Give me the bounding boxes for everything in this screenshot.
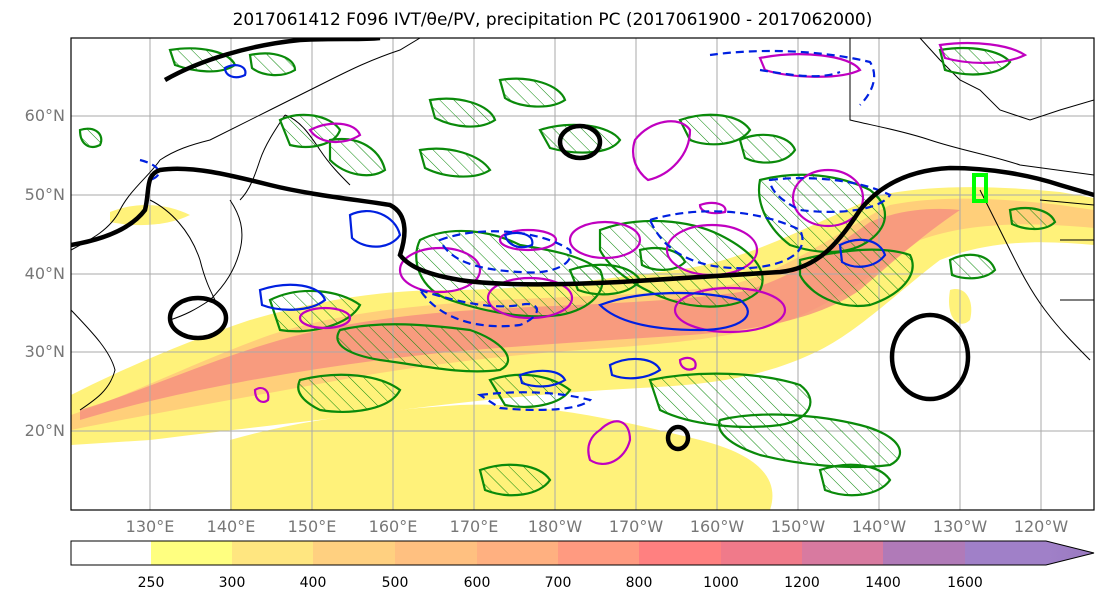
lon-label: 160°E [368,517,418,536]
lon-label: 150°E [287,517,337,536]
colorbar-tick-label: 1200 [784,575,820,591]
lon-label: 130°E [125,517,175,536]
theta-neg-dashed-contours [139,49,892,412]
colorbar-tick-label: 1600 [947,575,983,591]
colorbar-tick-label: 600 [463,575,491,591]
lon-label: 180°W [527,517,583,536]
lon-label: 160°W [689,517,745,536]
map-frame [70,37,1095,511]
lat-label: 20°N [24,421,65,440]
pv-contours [71,38,1094,452]
lon-label: 150°W [770,517,826,536]
colorbar-tick-label: 800 [625,575,653,591]
colorbar [70,540,1095,566]
figure-title: 2017061412 F096 IVT/θe/PV, precipitation… [232,10,873,30]
colorbar-tick-label: 500 [381,575,409,591]
theta-pos-contours [253,41,1028,466]
colorbar-tick-label: 1400 [865,575,901,591]
colorbar-tick-label: 700 [544,575,572,591]
colorbar-tick-label: 400 [299,575,327,591]
lat-label: 40°N [24,264,65,283]
lon-label: 130°W [932,517,988,536]
lat-label: 50°N [24,185,65,204]
lon-label: 120°W [1013,517,1069,536]
colorbar-tick-label: 300 [218,575,246,591]
lon-label: 140°W [851,517,907,536]
highlight-marker [972,173,988,203]
lon-label: 170°W [608,517,664,536]
lat-label: 30°N [24,342,65,361]
lon-label: 140°E [206,517,256,536]
colorbar-tick-label: 1000 [703,575,739,591]
colorbar-tick-label: 250 [137,575,165,591]
lon-label: 170°E [449,517,499,536]
lat-label: 60°N [24,106,65,125]
